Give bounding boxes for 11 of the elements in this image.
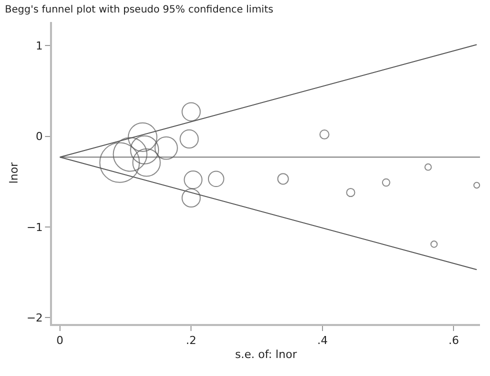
y-tick-label: −2 (26, 312, 43, 324)
y-axis-title: lnor (8, 162, 21, 184)
x-axis-title: s.e. of: lnor (235, 348, 298, 361)
y-tick-label: 1 (36, 39, 43, 52)
x-tick-label: .4 (317, 334, 328, 348)
y-tick-label: −1 (26, 220, 43, 234)
x-tick-label: .6 (448, 334, 459, 348)
y-tick-label: 0 (36, 130, 43, 144)
x-tick-label: .2 (186, 334, 196, 348)
chart-title: Begg's funnel plot with pseudo 95% confidence limits (4, 4, 274, 16)
x-tick-label: 0 (56, 334, 64, 348)
